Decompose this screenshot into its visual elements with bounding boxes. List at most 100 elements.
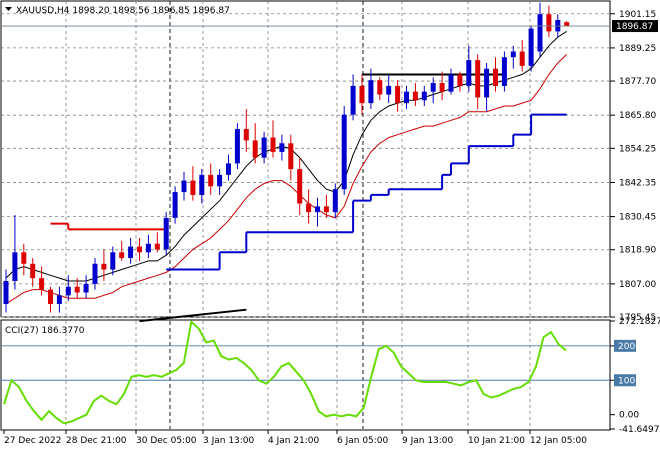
candle [3, 269, 9, 313]
cci-indicator-label: CCI(27) 186.3770 [5, 326, 85, 336]
candle-body [448, 74, 454, 92]
candle-body [510, 51, 516, 58]
candle-body [288, 143, 294, 170]
price-pane[interactable] [0, 0, 611, 323]
candle [39, 266, 45, 296]
candle [65, 275, 71, 302]
candle-body [546, 14, 552, 32]
candle-body [181, 180, 187, 193]
inner-band-line [5, 30, 567, 282]
candle [190, 166, 196, 201]
candle [528, 25, 534, 72]
time-tick-label: 4 Jan 21:00 [268, 436, 320, 446]
candle-body [306, 203, 312, 213]
candle-body [421, 91, 427, 101]
candle [270, 120, 276, 158]
cci-line [3, 319, 567, 425]
cci-series-layer [3, 319, 567, 425]
cci-tick-label: 200 [618, 342, 635, 352]
candle-body [154, 243, 160, 250]
candle-body [519, 51, 525, 66]
cci-pane[interactable] [0, 319, 611, 431]
candle-body [252, 140, 258, 158]
candle-body [332, 189, 338, 213]
candle [74, 278, 80, 299]
candle-body [92, 263, 98, 284]
candle [412, 83, 418, 106]
candle-body [12, 252, 18, 281]
candle-body [323, 206, 329, 213]
candle [484, 62, 490, 112]
candle-body [270, 137, 276, 152]
time-tick-label: 3 Jan 13:00 [203, 436, 255, 446]
candle [377, 77, 383, 101]
candle [217, 169, 223, 195]
price-tick-label: 1854.25 [619, 144, 656, 154]
candle-body [56, 295, 62, 304]
candle-body [430, 83, 436, 92]
cci-tick-label: 100 [618, 376, 635, 386]
candle-body [350, 85, 356, 115]
dropdown-triangle-icon[interactable] [5, 7, 12, 11]
candle [119, 240, 125, 261]
candle-body [21, 252, 27, 264]
candle [101, 249, 107, 281]
symbol-ohlc-label: XAUUSD,H4 1898.20 1898.56 1896.85 1896.8… [16, 6, 230, 16]
candle-body [163, 217, 169, 250]
price-tick-label: 1889.25 [619, 44, 656, 54]
candle [243, 108, 249, 152]
candle-body [412, 91, 418, 101]
candle-body [145, 243, 151, 253]
candle [21, 243, 27, 276]
candle [30, 258, 36, 287]
candle-body [83, 283, 89, 293]
candle-body [30, 263, 36, 279]
candle-body [501, 57, 507, 86]
candle [92, 258, 98, 290]
price-tick-label: 1901.15 [619, 10, 656, 20]
candle [323, 194, 329, 218]
cci-tick-label: -41.6497 [619, 425, 659, 435]
trend-line [139, 308, 247, 323]
candle [145, 235, 151, 259]
candle-body [475, 60, 481, 98]
candle-body [101, 263, 107, 270]
price-tick-label: 1877.70 [619, 77, 656, 87]
candle-body [128, 246, 134, 259]
price-tick-label: 1830.45 [619, 213, 656, 223]
price-tick-label: 1795.45 [619, 313, 656, 323]
candle [466, 45, 472, 92]
candle [48, 286, 53, 313]
candle [261, 131, 267, 164]
candle [493, 57, 498, 92]
price-pane-frame [0, 0, 611, 318]
time-tick-label: 9 Jan 13:00 [402, 436, 454, 446]
candle [279, 134, 285, 161]
cci-tick-label: 0.00 [619, 411, 639, 421]
candle-body [137, 246, 142, 253]
candle [386, 74, 392, 104]
candle [234, 123, 240, 170]
candle-body [457, 74, 463, 86]
candle [546, 5, 552, 38]
candle [430, 77, 436, 104]
price-tick-label: 1865.80 [619, 111, 656, 121]
candle-body [217, 174, 223, 187]
candle [404, 85, 409, 109]
current-price-badge [612, 20, 658, 33]
candle [110, 246, 116, 276]
candle [154, 232, 160, 253]
candle-body [341, 114, 347, 190]
candle-body [208, 174, 214, 187]
candle-body [48, 289, 53, 304]
candle-body [395, 85, 401, 104]
candle-body [190, 180, 196, 195]
candle [350, 74, 356, 121]
candle-body [537, 14, 543, 52]
candle-body [368, 80, 374, 104]
time-tick-label: 12 Jan 05:00 [530, 436, 587, 446]
current-price-label: 1896.87 [616, 22, 653, 32]
candle [128, 237, 134, 264]
candle [564, 21, 570, 27]
